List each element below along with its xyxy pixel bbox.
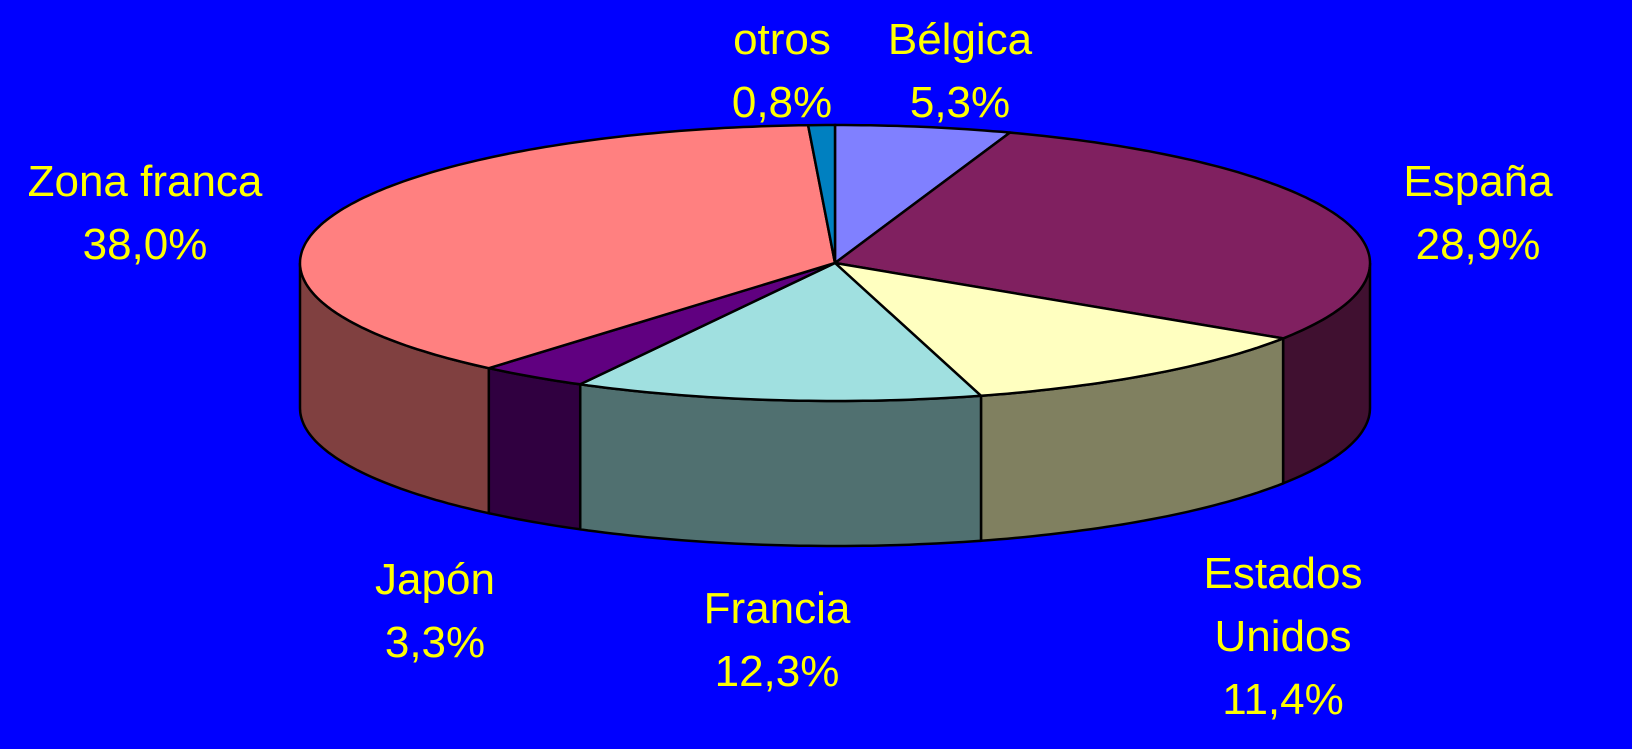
slice xyxy=(488,261,836,386)
slice xyxy=(575,261,985,403)
slice xyxy=(806,123,837,264)
slice-label: otros 0,8% xyxy=(732,8,832,134)
value-label: 12,3% xyxy=(714,647,840,696)
value-label: 28,9% xyxy=(1415,220,1541,269)
category-label: otros xyxy=(733,15,831,64)
value-label: 3,3% xyxy=(384,618,486,667)
slice xyxy=(831,131,1372,340)
value-label: 38,0% xyxy=(82,220,208,269)
category-label: Zona franca xyxy=(27,157,263,206)
slice xyxy=(298,123,837,370)
slice-label: Japón 3,3% xyxy=(375,548,495,674)
category-label: Francia xyxy=(703,584,851,633)
slice-label: Francia 12,3% xyxy=(704,577,851,703)
value-label: 5,3% xyxy=(909,78,1011,127)
slice xyxy=(831,261,1288,398)
category-label: Bélgica xyxy=(887,15,1033,64)
category-label: España xyxy=(1403,157,1553,206)
category-label: Estados Unidos xyxy=(1203,549,1363,661)
value-label: 11,4% xyxy=(1222,675,1344,724)
slice-label: Estados Unidos 11,4% xyxy=(1173,542,1393,731)
slice-side xyxy=(487,366,582,531)
slice-label: Bélgica 5,3% xyxy=(888,8,1032,134)
value-label: 0,8% xyxy=(731,78,833,127)
slice-side xyxy=(578,382,983,548)
slice-label: España 28,9% xyxy=(1403,150,1552,276)
slice xyxy=(833,123,1014,266)
category-label: Japón xyxy=(375,555,495,604)
slice-label: Zona franca 38,0% xyxy=(28,150,263,276)
